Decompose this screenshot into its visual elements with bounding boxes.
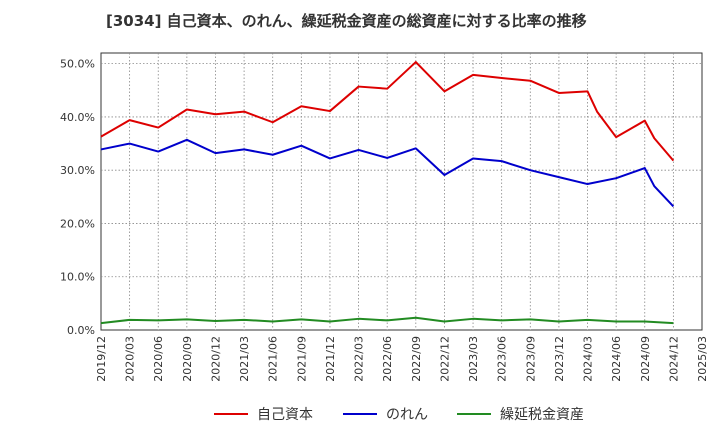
series-line-2 bbox=[100, 316, 674, 325]
y-tick-label: 30.0% bbox=[60, 164, 95, 177]
grid-lines bbox=[101, 53, 702, 330]
x-tick-label: 2021/09 bbox=[295, 336, 308, 382]
chart-title: [3034] 自己資本、のれん、繰延税金資産の総資産に対する比率の推移 bbox=[106, 12, 587, 30]
x-tick-label: 2023/06 bbox=[496, 336, 509, 382]
x-tick-label: 2021/06 bbox=[267, 336, 280, 382]
x-tick-label: 2020/03 bbox=[124, 336, 137, 382]
x-tick-label: 2023/09 bbox=[524, 336, 537, 382]
x-tick-label: 2022/06 bbox=[381, 336, 394, 382]
y-tick-label: 10.0% bbox=[60, 271, 95, 284]
x-tick-label: 2020/06 bbox=[152, 336, 165, 382]
x-tick-label: 2022/12 bbox=[438, 336, 451, 382]
x-tick-label: 2024/12 bbox=[667, 336, 680, 382]
legend-label: 自己資本 bbox=[257, 407, 313, 423]
y-axis-ticks: 0.0% 10.0% 20.0% 30.0% 40.0% 50.0% bbox=[60, 58, 95, 337]
x-tick-label: 2023/03 bbox=[467, 336, 480, 382]
x-tick-label: 2022/03 bbox=[353, 336, 366, 382]
x-tick-label: 2020/09 bbox=[181, 336, 194, 382]
x-axis-ticks: 2019/12 2020/03 2020/06 2020/09 2020/12 2021/… bbox=[95, 336, 709, 382]
series-line-0 bbox=[100, 61, 675, 162]
x-tick-label: 2021/03 bbox=[238, 336, 251, 382]
x-tick-label: 2023/12 bbox=[553, 336, 566, 382]
legend: 自己資本 のれん 繰延税金資産 bbox=[214, 407, 584, 423]
legend-label: 繰延税金資産 bbox=[500, 407, 584, 423]
x-tick-label: 2024/06 bbox=[610, 336, 623, 382]
x-tick-label: 2021/12 bbox=[324, 336, 337, 382]
series-lines bbox=[100, 61, 675, 325]
x-tick-label: 2024/09 bbox=[639, 336, 652, 382]
x-tick-label: 2025/03 bbox=[696, 336, 709, 382]
x-tick-label: 2022/09 bbox=[410, 336, 423, 382]
x-tick-label: 2020/12 bbox=[209, 336, 222, 382]
series-line-1 bbox=[100, 138, 675, 208]
y-tick-label: 50.0% bbox=[60, 58, 95, 71]
plot-area bbox=[100, 52, 703, 331]
y-tick-label: 40.0% bbox=[60, 111, 95, 124]
legend-label: のれん bbox=[386, 407, 428, 423]
x-tick-label: 2024/03 bbox=[582, 336, 595, 382]
y-tick-label: 20.0% bbox=[60, 217, 95, 230]
x-tick-label: 2019/12 bbox=[95, 336, 108, 382]
y-tick-label: 0.0% bbox=[67, 324, 95, 337]
